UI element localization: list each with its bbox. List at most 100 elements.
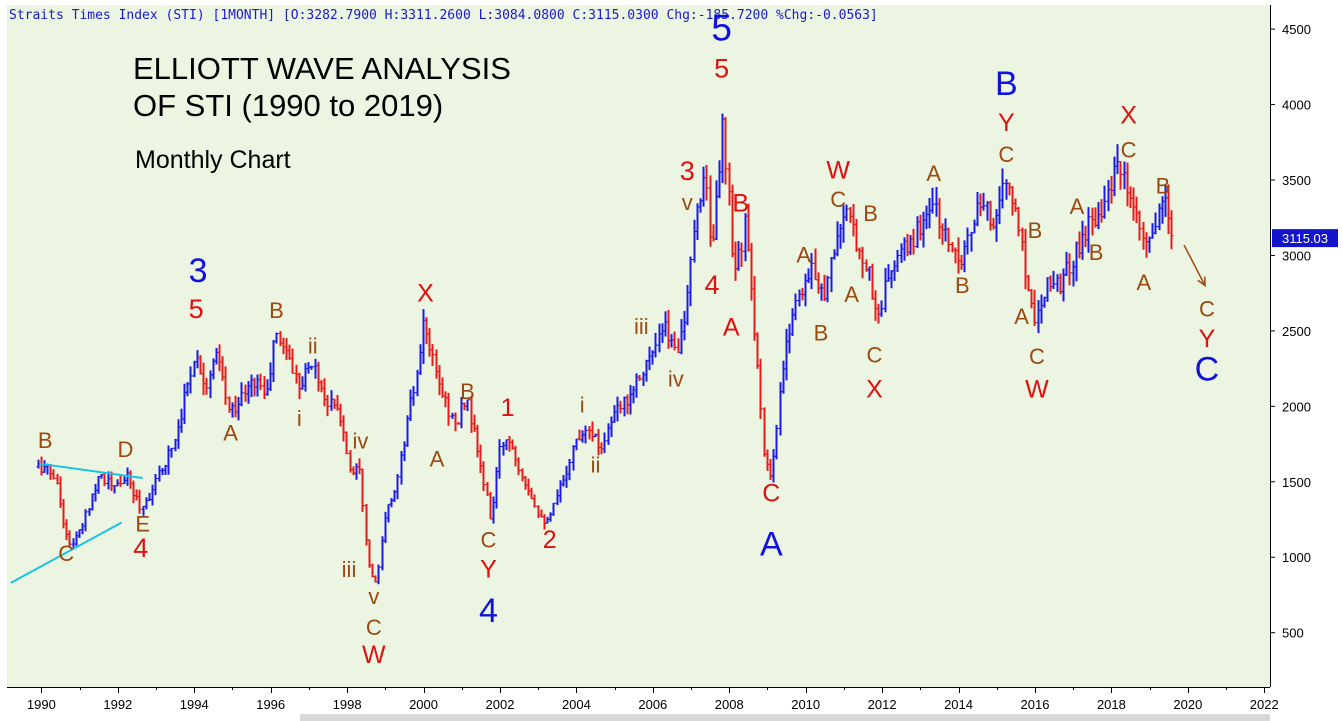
wave-label: Y bbox=[480, 556, 497, 584]
ohlc-bar bbox=[532, 494, 537, 508]
wave-label: C bbox=[366, 615, 382, 640]
trendline bbox=[10, 521, 123, 584]
x-axis-ticks: 1990 1992 1994 1996 1998 2000 2002 2004 2006 2008… bbox=[27, 687, 1279, 712]
ohlc-bar bbox=[169, 447, 174, 458]
ohlc-bar bbox=[411, 386, 416, 406]
ohlc-bar bbox=[860, 246, 865, 279]
ohlc-bar bbox=[879, 300, 884, 317]
x-tick-label: 1994 bbox=[180, 697, 209, 712]
wave-label: B bbox=[460, 379, 475, 404]
wave-label: W bbox=[826, 157, 850, 185]
wave-label: B bbox=[1089, 240, 1104, 265]
ohlc-bar bbox=[274, 332, 279, 344]
wave-label: 4 bbox=[133, 533, 148, 563]
wave-label: C bbox=[1199, 297, 1215, 322]
wave-label: 4 bbox=[705, 270, 720, 300]
wave-label: v bbox=[368, 584, 379, 609]
wave-label: 4 bbox=[479, 592, 498, 630]
wave-label: B bbox=[1028, 218, 1043, 243]
ohlc-bar bbox=[1169, 210, 1174, 250]
wave-label: 2 bbox=[543, 526, 557, 554]
wave-label: A bbox=[796, 242, 811, 267]
ohlc-bar bbox=[1153, 212, 1158, 235]
wave-label: B bbox=[814, 321, 829, 346]
ohlc-bar bbox=[258, 373, 263, 391]
y-tick-label: 500 bbox=[1282, 626, 1304, 641]
wave-label: A bbox=[1014, 304, 1029, 329]
wave-label: i bbox=[580, 392, 585, 417]
ohlc-bar bbox=[239, 382, 244, 407]
wave-label: Y bbox=[1199, 325, 1216, 353]
ohlc-bar bbox=[223, 366, 228, 405]
ohlc-bar bbox=[825, 275, 830, 303]
wave-label: C bbox=[1029, 344, 1045, 369]
ohlc-bar bbox=[1032, 289, 1037, 326]
ohlc-bar bbox=[67, 530, 72, 548]
y-tick-label: 2000 bbox=[1282, 399, 1311, 414]
x-tick-label: 1998 bbox=[333, 697, 362, 712]
wave-label: B bbox=[269, 298, 284, 323]
x-tick-label: 1990 bbox=[27, 697, 56, 712]
wave-label: A bbox=[926, 161, 941, 186]
x-tick-label: 1996 bbox=[256, 697, 285, 712]
wave-label: C bbox=[867, 343, 883, 368]
wave-label: W bbox=[1025, 375, 1049, 403]
x-tick-label: 2006 bbox=[638, 697, 667, 712]
wave-label: C bbox=[58, 541, 74, 566]
price-bars bbox=[36, 113, 1174, 585]
wave-label: C bbox=[481, 527, 497, 552]
wave-label: E bbox=[135, 512, 150, 537]
y-axis-area bbox=[1270, 0, 1343, 721]
chart-header: Straits Times Index (STI) [1MONTH] [O:32… bbox=[9, 8, 878, 23]
wave-label: C bbox=[830, 187, 846, 212]
y-axis-ticks: 500 1000 1500 2000 2500 3000 3500 4000 4500 bbox=[1270, 22, 1311, 641]
ohlc-bar bbox=[602, 432, 607, 453]
wave-labels: BCDE435ABiiiiviiivCWXAB1CY42iiiiiiivv345… bbox=[38, 7, 1219, 668]
last-price-label: 3115.03 bbox=[1282, 231, 1328, 246]
ohlc-bar bbox=[946, 227, 951, 253]
wave-label: 1 bbox=[501, 394, 515, 422]
ohlc-bar bbox=[965, 227, 970, 255]
chart-annotation-title-line2: OF STI (1990 to 2019) bbox=[133, 88, 443, 123]
ohlc-bar bbox=[637, 374, 642, 381]
ohlc-bar bbox=[567, 458, 572, 481]
wave-label: A bbox=[723, 313, 740, 341]
projection-arrow-head bbox=[1197, 276, 1206, 288]
y-tick-label: 3500 bbox=[1282, 173, 1311, 188]
ohlc-bar bbox=[793, 293, 798, 321]
ohlc-bar bbox=[981, 192, 986, 211]
x-tick-label: 2010 bbox=[791, 697, 820, 712]
x-tick-label: 2008 bbox=[715, 697, 744, 712]
wave-label: 3 bbox=[680, 156, 695, 186]
horizontal-scrollbar[interactable] bbox=[300, 714, 1270, 721]
ohlc-bar bbox=[481, 461, 486, 492]
ohlc-bar bbox=[688, 256, 693, 307]
wave-label: 5 bbox=[711, 7, 732, 48]
x-tick-label: 2004 bbox=[562, 697, 591, 712]
last-price-box bbox=[1272, 229, 1338, 248]
x-tick-label: 2020 bbox=[1173, 697, 1202, 712]
ohlc-bar bbox=[204, 377, 209, 395]
ohlc-bar bbox=[911, 228, 916, 255]
wave-label: B bbox=[38, 428, 53, 453]
ohlc-bar bbox=[930, 187, 935, 214]
wave-label: A bbox=[430, 447, 445, 472]
ohlc-bar bbox=[844, 204, 849, 222]
ohlc-bar bbox=[758, 358, 763, 419]
ohlc-bar bbox=[309, 365, 314, 370]
ohlc-bar bbox=[516, 457, 521, 476]
wave-label: A bbox=[223, 420, 238, 445]
ohlc-bar bbox=[1102, 185, 1107, 219]
x-tick-label: 2000 bbox=[409, 697, 438, 712]
x-tick-label: 2012 bbox=[868, 697, 897, 712]
wave-label: iii bbox=[634, 314, 649, 339]
ohlc-bar bbox=[344, 431, 349, 455]
ohlc-bar bbox=[1118, 161, 1123, 190]
ohlc-bar bbox=[497, 439, 502, 479]
y-tick-label: 1500 bbox=[1282, 475, 1311, 490]
wave-label: B bbox=[995, 65, 1018, 103]
wave-label: X bbox=[1120, 101, 1137, 129]
ohlc-bar bbox=[446, 392, 451, 426]
wave-label: B bbox=[955, 273, 970, 298]
